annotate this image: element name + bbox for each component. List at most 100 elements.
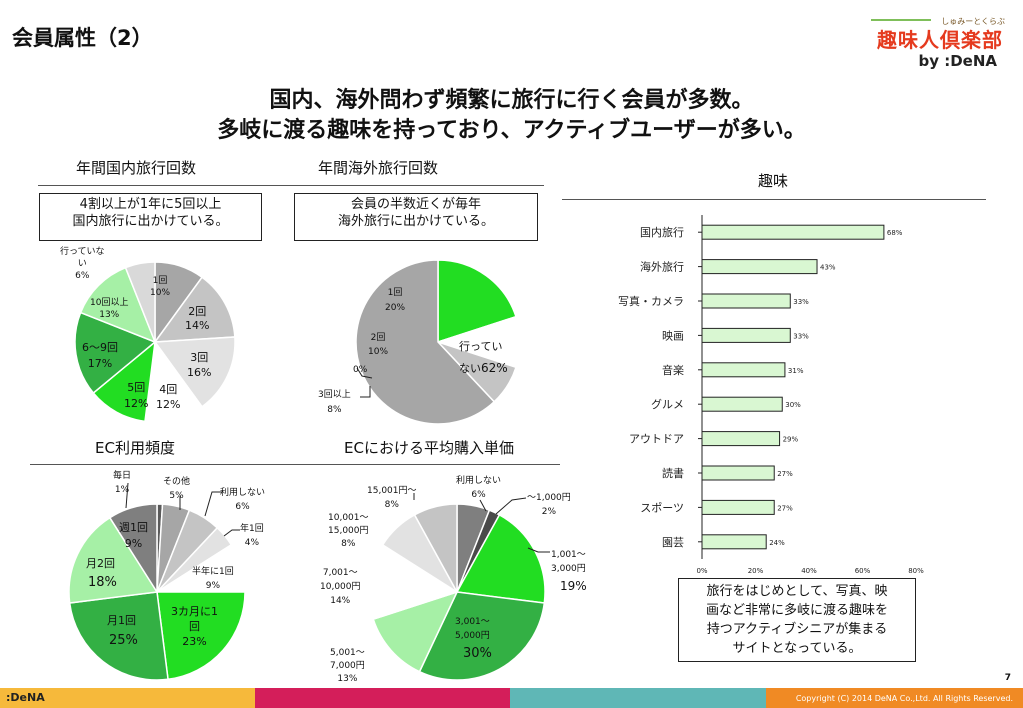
- hobby-bar: [701, 431, 781, 447]
- hobby-category-label: 音楽: [662, 363, 684, 377]
- hobby-category-label: 国内旅行: [640, 225, 684, 239]
- dom-label-2: 2回 14%: [185, 305, 210, 332]
- footer-bar-orange: [766, 688, 1023, 708]
- overseas-title: 年間海外旅行回数: [318, 159, 439, 177]
- pie-slice: [153, 336, 236, 408]
- headline-line1: 国内、海外問わず頻繁に旅行に行く会員が多数。: [269, 88, 754, 113]
- pie-ec-frequency: [68, 503, 246, 681]
- hobby-category-label: 読書: [662, 466, 684, 480]
- pie-slice: [437, 259, 517, 344]
- ecf-pct-twice: 18%: [88, 575, 117, 590]
- hobby-bar: [701, 362, 786, 378]
- pie-slice: [455, 513, 546, 604]
- hobby-value-label: 27%: [777, 470, 793, 478]
- hobby-category-label: グルメ: [651, 397, 684, 411]
- ovs-label-none: 行ってい: [459, 340, 503, 353]
- dom-label-5: 5回 12%: [124, 381, 149, 410]
- hobby-bar: [701, 327, 791, 343]
- hobby-category-label: アウトドア: [629, 433, 684, 446]
- hobby-value-label: 29%: [783, 436, 799, 444]
- pie-slice: [68, 591, 169, 681]
- pie-slice: [124, 261, 156, 343]
- pie-slice: [92, 340, 156, 423]
- hobby-category-label: 園芸: [662, 536, 684, 549]
- footer-bar-teal: [510, 688, 766, 708]
- x-tick-label: 80%: [908, 567, 924, 575]
- ecp-label-3000: 1,001〜 3,000円: [551, 550, 586, 574]
- dom-label-1: 1回 10%: [150, 276, 171, 298]
- hobby-category-label: スポーツ: [640, 501, 684, 514]
- ecp-pct-3000: 19%: [560, 579, 587, 593]
- leader-line: [223, 529, 240, 537]
- hobby-value-label: 43%: [820, 264, 836, 272]
- leader-line: [204, 491, 222, 517]
- hobby-value-label: 33%: [793, 298, 809, 306]
- ovs-label-2: 2回 10%: [368, 333, 389, 357]
- divider-hobby: [562, 199, 986, 200]
- pie-slice: [153, 276, 236, 343]
- logo-kana: しゅみーとくらぶ: [941, 17, 1005, 26]
- divider-ec: [30, 464, 560, 465]
- ecp-pct-5000: 30%: [463, 646, 492, 661]
- leader-lines: [125, 367, 550, 553]
- ecp-label-10000: 7,001〜 10,000円 14%: [320, 568, 361, 606]
- pie-domestic: [74, 261, 236, 423]
- slide-title: 会員属性（2）: [12, 26, 153, 50]
- ecp-label-1000: 〜1,000円 2%: [527, 493, 571, 517]
- footer-bar-pink: [255, 688, 510, 708]
- ec-price-title: ECにおける平均購入単価: [344, 439, 514, 457]
- hobby-value-label: 27%: [777, 504, 793, 512]
- footer-bar-yellow: [0, 688, 255, 708]
- x-tick-label: 60%: [855, 567, 871, 575]
- hobby-bar-chart: 国内旅行 68% 海外旅行 43% 写真・カメラ 33% 映画 33% 音楽 31% グルメ 30% ア…: [618, 215, 924, 575]
- pie-slice: [372, 590, 459, 673]
- hobby-value-label: 31%: [788, 367, 804, 375]
- hobby-value-label: 68%: [887, 229, 903, 237]
- leader-line: [495, 497, 527, 515]
- page-number: 7: [1004, 673, 1011, 683]
- pie-slice: [74, 311, 157, 395]
- pie-slice: [368, 543, 459, 621]
- domestic-title: 年間国内旅行回数: [76, 159, 197, 177]
- ecf-label-other: その他 5%: [163, 477, 191, 501]
- ovs-label-none2: ない62%: [459, 361, 508, 375]
- dom-label-3: 3回 16%: [187, 351, 212, 379]
- overseas-callout: 会員の半数近くが毎年 海外旅行に出かけている。: [294, 193, 538, 241]
- ovs-label-0: 0%: [353, 365, 368, 375]
- pie-slice: [413, 503, 458, 593]
- footer-brand: :DeNA: [6, 691, 45, 704]
- ecf-label-none: 利用しない 6%: [220, 488, 266, 512]
- ecp-label-5000: 3,001〜 5,000円: [455, 617, 490, 641]
- ecp-label-15000: 10,001〜 15,000円 8%: [328, 513, 369, 549]
- ecp-label-7000: 5,001〜 7,000円 13%: [330, 648, 365, 684]
- hobby-category-label: 映画: [662, 329, 684, 342]
- ecf-label-half: 半年に1回 9%: [192, 567, 234, 591]
- ecf-label-yearly: 年1回 4%: [240, 524, 264, 548]
- ecp-label-none: 利用しない 6%: [456, 476, 502, 500]
- hobby-bar: [701, 534, 767, 550]
- logo-by: by :DeNA: [918, 52, 997, 70]
- ecf-pct-monthly: 25%: [109, 633, 138, 648]
- leader-line: [527, 547, 550, 553]
- hobby-bar: [701, 396, 783, 412]
- hobby-bar: [701, 465, 775, 481]
- hobby-value-label: 33%: [793, 332, 809, 340]
- pie-slice: [144, 340, 204, 423]
- pie-slice: [355, 259, 496, 425]
- ecf-label-daily: 毎日 1%: [113, 471, 132, 495]
- hobby-callout: 旅行をはじめとして、写真、映 画など非常に多岐に渡る趣味を 持つアクティブシニア…: [678, 578, 916, 662]
- pie-slice: [108, 503, 158, 595]
- leader-line: [360, 386, 371, 398]
- logo-name: 趣味人倶楽部: [877, 28, 1003, 52]
- hobby-category-label: 海外旅行: [640, 260, 684, 274]
- pie-slice: [68, 516, 159, 604]
- domestic-callout: 4割以上が1年に5回以上 国内旅行に出かけている。: [39, 193, 262, 241]
- divider-travel: [38, 185, 544, 186]
- dom-label-8: 行っていな い 6%: [60, 247, 105, 281]
- dom-label-6: 6〜9回 17%: [82, 341, 118, 370]
- leader-line: [125, 482, 129, 509]
- hobby-bar: [701, 224, 885, 240]
- x-tick-label: 40%: [801, 567, 817, 575]
- hobby-value-label: 30%: [785, 401, 801, 409]
